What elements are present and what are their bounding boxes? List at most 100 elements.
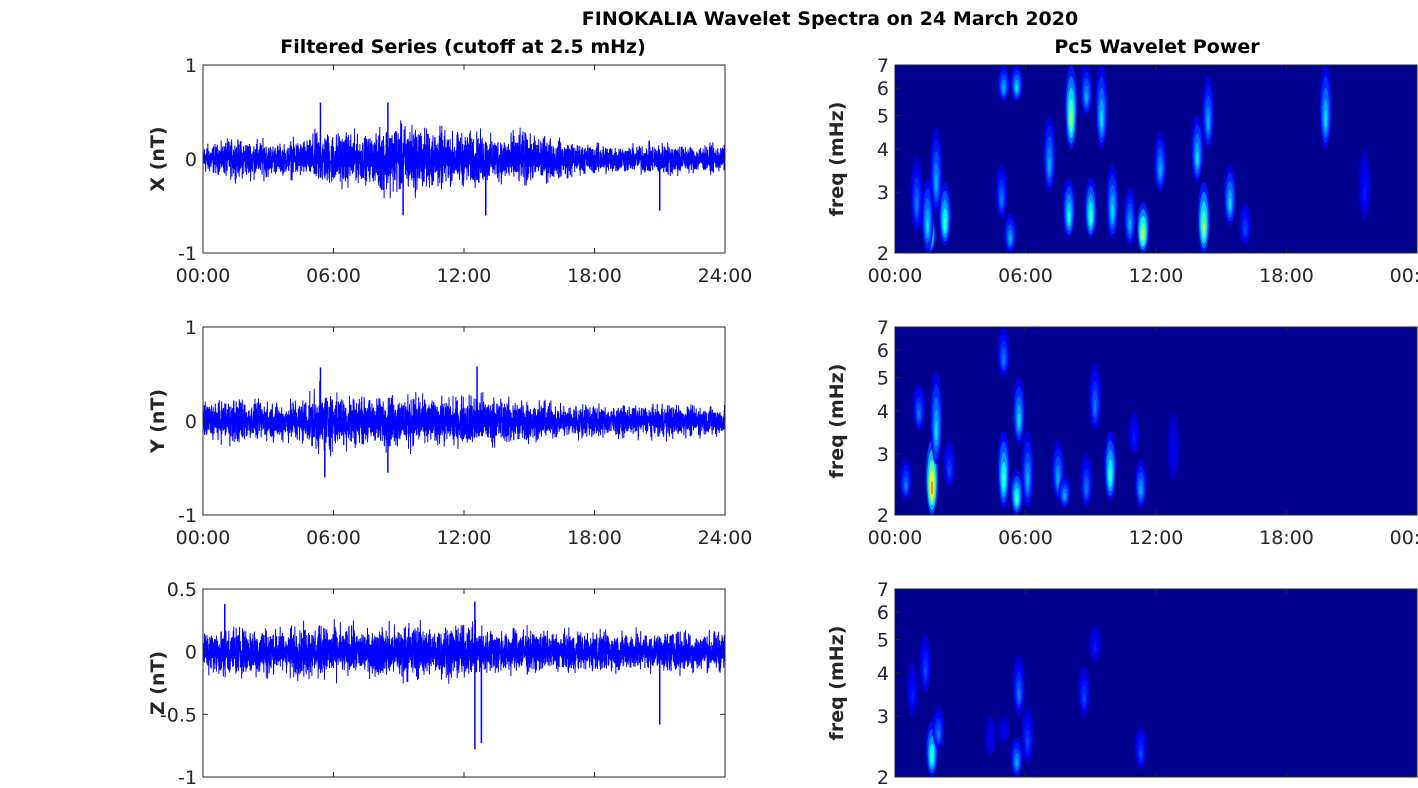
- power-blob: [1010, 469, 1023, 515]
- y-tick-label: 0: [185, 149, 197, 171]
- power-blob: [921, 177, 934, 253]
- wavelet-background: [895, 589, 1417, 777]
- y-tick-label: 0: [185, 642, 197, 664]
- y-tick-label: 1: [185, 55, 197, 77]
- power-blob: [1010, 737, 1023, 777]
- power-level: [1111, 204, 1114, 220]
- power-blob: [1319, 65, 1332, 149]
- power-blob: [1128, 410, 1141, 455]
- x-tick-label: 00:00: [868, 527, 923, 549]
- power-level: [1002, 84, 1005, 92]
- x-tick-label: 12:00: [437, 527, 492, 549]
- y-axis-label: freq (mHz): [826, 364, 848, 479]
- y-tick-label: 6: [877, 78, 889, 100]
- power-level: [1017, 688, 1021, 701]
- y-axis-label: Y (nT): [147, 389, 169, 454]
- power-blob: [1123, 187, 1136, 246]
- y-tick-label: -1: [178, 767, 197, 788]
- power-blob: [997, 431, 1010, 508]
- x-tick-label: 00:00: [1390, 527, 1418, 549]
- power-blob: [997, 716, 1010, 744]
- y-tick-label: 0: [185, 411, 197, 433]
- power-blob: [1058, 475, 1071, 508]
- power-level: [911, 691, 914, 703]
- power-blob: [1043, 115, 1056, 193]
- y-tick-label: 3: [877, 444, 889, 466]
- y-tick-label: 7: [877, 579, 889, 601]
- y-tick-label: 5: [877, 629, 889, 651]
- power-level: [1000, 194, 1003, 206]
- power-level: [1002, 730, 1005, 737]
- figure-title: FINOKALIA Wavelet Spectra on 24 March 20…: [582, 8, 1078, 30]
- power-blob: [1004, 213, 1017, 253]
- power-level: [1093, 645, 1097, 653]
- series-panel-1: 1 0 -100:00 06:00 12:00 18:00 24:00 X (nT): [147, 55, 752, 287]
- wavelet-image: [895, 327, 1417, 515]
- power-blob: [1095, 65, 1108, 149]
- power-blob: [1191, 115, 1204, 183]
- power-blob: [1106, 164, 1119, 239]
- power-level: [1109, 468, 1112, 483]
- x-tick-label: 18:00: [1259, 265, 1314, 287]
- power-blob: [984, 716, 997, 757]
- power-blob: [1136, 202, 1149, 253]
- power-blob: [1021, 431, 1034, 508]
- power-blob: [1089, 363, 1102, 432]
- power-level: [948, 465, 951, 476]
- y-tick-label: -1: [178, 243, 197, 265]
- power-level: [935, 174, 938, 192]
- y-tick-label: -0.5: [160, 704, 197, 726]
- power-blob: [1063, 177, 1075, 239]
- power-blob: [995, 164, 1008, 220]
- y-tick-label: 2: [877, 505, 889, 527]
- power-blob: [1065, 65, 1078, 149]
- y-tick-label: 6: [877, 340, 889, 362]
- power-level: [1002, 472, 1005, 488]
- y-tick-label: 4: [877, 139, 889, 161]
- x-tick-label: 18:00: [567, 527, 622, 549]
- power-blob: [930, 128, 943, 214]
- x-tick-label: 00:00: [868, 265, 923, 287]
- power-blob: [1197, 182, 1210, 253]
- power-blob: [997, 327, 1010, 378]
- power-blob: [1021, 706, 1034, 763]
- x-tick-label: 24:00: [698, 265, 753, 287]
- power-level: [1026, 472, 1029, 488]
- y-axis-label: freq (mHz): [826, 626, 848, 741]
- power-level: [1172, 449, 1175, 464]
- power-blob: [899, 459, 912, 501]
- x-tick-label: 24:00: [698, 527, 753, 549]
- power-level: [930, 751, 934, 763]
- power-level: [930, 480, 934, 496]
- power-blob: [1078, 665, 1091, 717]
- y-tick-label: 2: [877, 243, 889, 265]
- y-tick-label: 0.5: [167, 579, 197, 601]
- x-tick-label: 06:00: [306, 527, 361, 549]
- series-line: [202, 619, 726, 684]
- power-level: [1015, 758, 1018, 767]
- power-blob: [910, 156, 923, 233]
- power-level: [1083, 692, 1086, 704]
- power-level: [1128, 218, 1132, 231]
- series-panel-2: 1 0 -100:00 06:00 12:00 18:00 24:00 Y (nT): [147, 317, 752, 549]
- power-blob: [919, 633, 932, 694]
- power-level: [1048, 156, 1051, 173]
- wavelet-image: [895, 589, 1417, 777]
- power-blob: [939, 182, 952, 246]
- power-level: [1159, 164, 1162, 177]
- axes-box: [202, 588, 726, 778]
- power-blob: [1010, 65, 1023, 102]
- power-level: [1056, 472, 1060, 485]
- power-level: [1017, 413, 1021, 428]
- power-level: [926, 218, 929, 234]
- x-tick-label: 18:00: [567, 265, 622, 287]
- power-blob: [1084, 177, 1097, 239]
- power-level: [935, 421, 938, 441]
- power-blob: [1080, 454, 1093, 508]
- power-blob: [997, 65, 1010, 102]
- y-tick-label: 4: [877, 401, 889, 423]
- power-blob: [1089, 625, 1102, 663]
- power-level: [1026, 736, 1029, 749]
- power-blob: [1104, 431, 1117, 501]
